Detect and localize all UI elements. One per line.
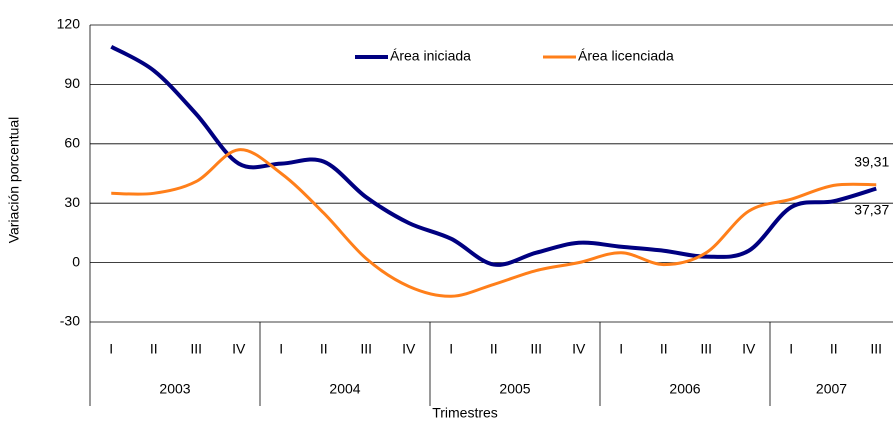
y-tick-label: 90 <box>64 75 80 91</box>
x-tick-label: III <box>190 341 202 357</box>
x-tick-label: II <box>830 341 838 357</box>
x-tick-label: I <box>109 341 113 357</box>
x-tick-label: III <box>360 341 372 357</box>
x-tick-label: III <box>530 341 542 357</box>
data-label: 39,31 <box>854 153 889 169</box>
x-tick-label: I <box>279 341 283 357</box>
x-tick-label: IV <box>742 341 756 357</box>
y-tick-label: 30 <box>64 194 80 210</box>
x-tick-label: I <box>789 341 793 357</box>
x-tick-label: I <box>619 341 623 357</box>
x-tick-label: II <box>660 341 668 357</box>
legend-label: Área licenciada <box>578 48 674 64</box>
y-tick-label: 0 <box>72 253 80 269</box>
x-tick-label: II <box>490 341 498 357</box>
y-tick-label: -30 <box>60 313 80 329</box>
data-label: 37,37 <box>854 201 889 217</box>
x-tick-label: II <box>150 341 158 357</box>
x-tick-label: I <box>449 341 453 357</box>
legend-label: Área iniciada <box>390 48 471 64</box>
x-tick-label: III <box>700 341 712 357</box>
x-tick-label: IV <box>402 341 416 357</box>
y-axis-title: Variación porcentual <box>6 117 22 244</box>
x-group-label: 2004 <box>329 381 360 397</box>
y-tick-label: 60 <box>64 135 80 151</box>
x-group-label: 2006 <box>669 381 700 397</box>
x-tick-label: II <box>320 341 328 357</box>
x-tick-label: IV <box>232 341 246 357</box>
x-group-label: 2003 <box>159 381 190 397</box>
x-tick-label: III <box>870 341 882 357</box>
x-group-label: 2007 <box>816 381 847 397</box>
x-group-label: 2005 <box>499 381 530 397</box>
x-axis-title: Trimestres <box>432 405 498 421</box>
series-line <box>111 148 877 298</box>
series-line <box>110 45 877 267</box>
y-tick-label: 120 <box>57 16 81 32</box>
x-tick-label: IV <box>572 341 586 357</box>
